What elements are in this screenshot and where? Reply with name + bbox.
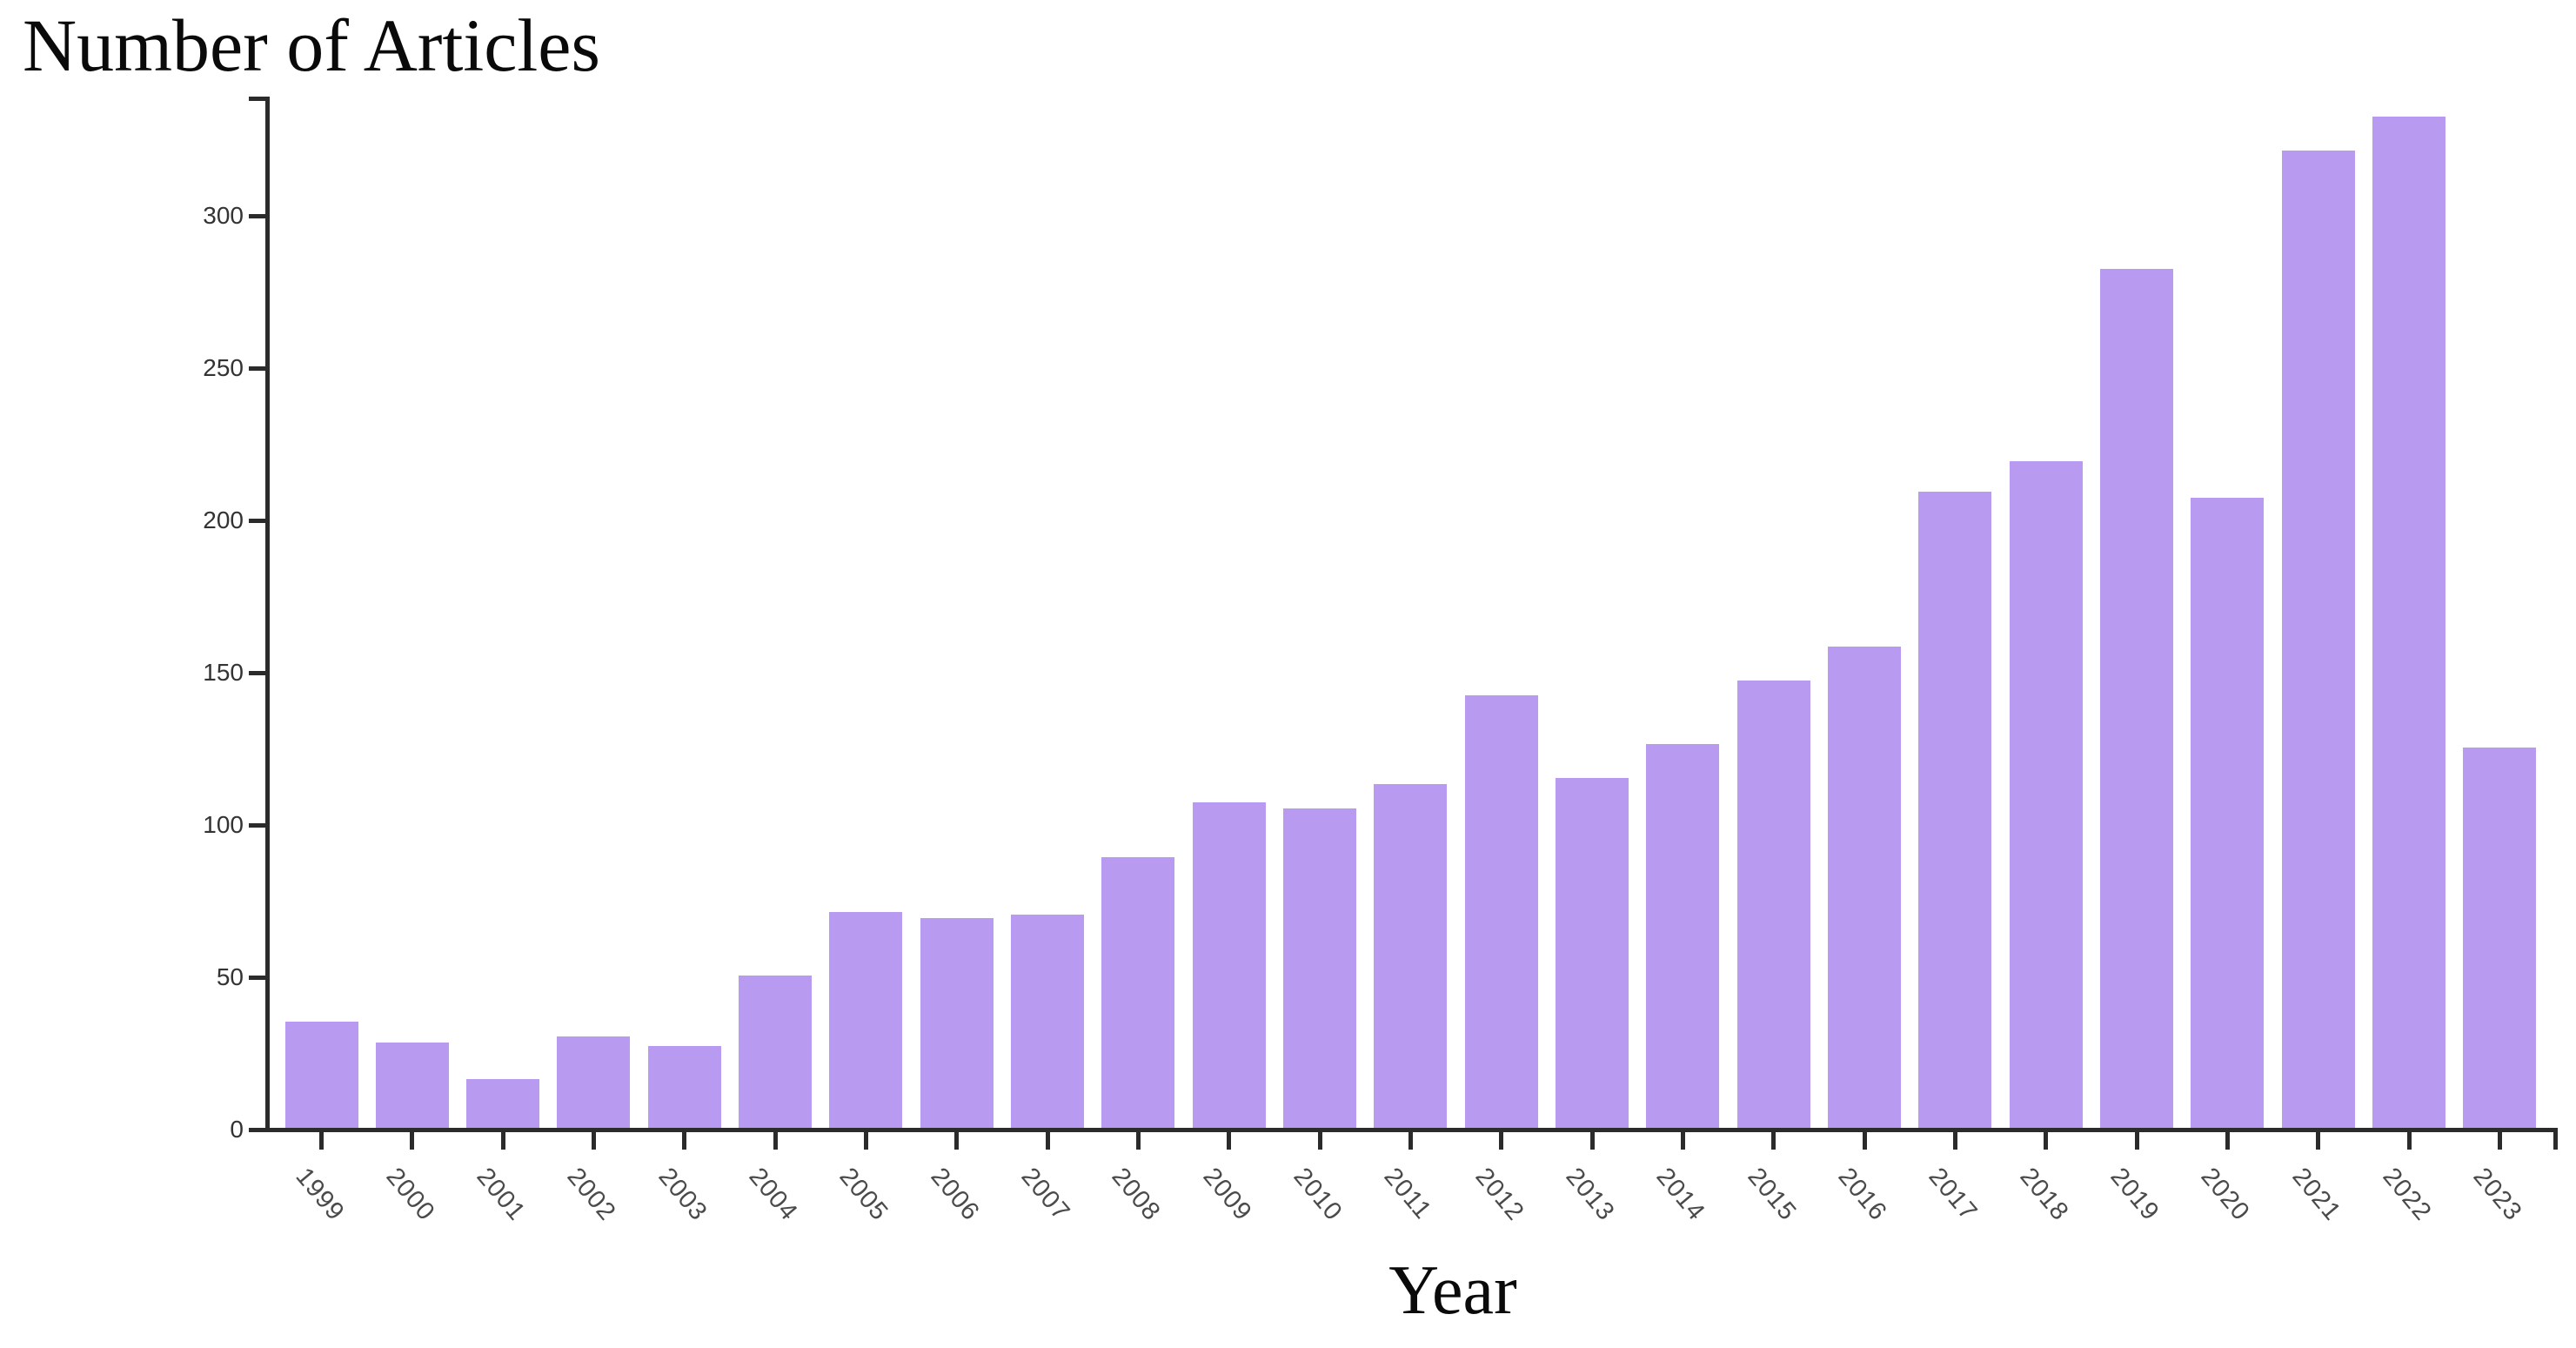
bar-2003 [647,1045,721,1128]
x-tick-label-2006: 2006 [925,1163,985,1227]
bar-2007 [1011,915,1085,1128]
bar-2002 [557,1036,631,1128]
x-tick-2017 [1952,1131,1957,1150]
bar-2001 [466,1079,540,1128]
x-tick-2006 [954,1131,960,1150]
x-tick-2011 [1408,1131,1413,1150]
x-tick-2013 [1589,1131,1595,1150]
y-axis-line [265,97,270,1132]
x-tick-label-2017: 2017 [1923,1163,1984,1227]
bar-2017 [1918,491,1992,1128]
bar-2018 [2009,460,2083,1128]
y-tick-label-50: 50 [216,963,244,990]
x-tick-2023 [2497,1131,2502,1150]
x-tick-label-2009: 2009 [1197,1163,1257,1227]
x-axis-label: Year [1388,1252,1517,1329]
y-tick-label-300: 300 [203,202,244,229]
x-tick-2000 [410,1131,415,1150]
x-tick-2015 [1771,1131,1776,1150]
x-tick-label-2005: 2005 [833,1163,894,1227]
y-tick-label-150: 150 [203,659,244,686]
bar-2013 [1556,777,1629,1128]
bar-2006 [920,917,994,1128]
x-tick-label-2012: 2012 [1469,1163,1529,1227]
x-tick-2002 [591,1131,596,1150]
x-tick-2012 [1499,1131,1504,1150]
x-tick-2008 [1135,1131,1141,1150]
y-tick-150 [249,670,265,675]
x-tick-2022 [2406,1131,2412,1150]
y-tick-300 [249,213,265,218]
x-tick-label-2001: 2001 [471,1163,532,1227]
x-tick-label-2013: 2013 [1560,1163,1621,1227]
y-tick-100 [249,822,265,828]
bar-2004 [739,976,813,1128]
bar-2014 [1646,744,1720,1128]
x-tick-2019 [2134,1131,2139,1150]
y-tick-0 [249,1127,265,1132]
x-tick-label-2019: 2019 [2104,1163,2165,1227]
x-tick-label-2003: 2003 [652,1163,713,1227]
bar-2000 [375,1043,449,1128]
chart-title: Number of Articles [23,3,600,87]
x-tick-label-2008: 2008 [1106,1163,1167,1227]
x-tick-2018 [2044,1131,2049,1150]
y-tick-label-200: 200 [203,506,244,533]
x-tick-label-2000: 2000 [380,1163,440,1227]
bar-1999 [284,1021,358,1128]
bar-2021 [2281,150,2355,1128]
bar-2020 [2191,497,2265,1128]
bar-2009 [1192,801,1266,1128]
x-tick-label-1999: 1999 [289,1163,350,1227]
y-tick-250 [249,366,265,371]
x-tick-2021 [2316,1131,2321,1150]
x-tick-2003 [682,1131,687,1150]
x-tick-label-2023: 2023 [2467,1163,2528,1227]
x-tick-2001 [500,1131,505,1150]
x-tick-label-2011: 2011 [1378,1163,1438,1225]
x-tick-label-2018: 2018 [2014,1163,2074,1227]
bar-2010 [1283,808,1357,1128]
bar-2019 [2100,269,2174,1128]
x-tick-2004 [773,1131,778,1150]
x-tick-label-2002: 2002 [561,1163,622,1227]
bar-2016 [1828,647,1902,1128]
y-axis-end-tick [249,97,265,101]
bar-2015 [1736,680,1810,1128]
y-tick-label-250: 250 [203,354,244,381]
x-tick-label-2020: 2020 [2195,1163,2256,1227]
x-tick-2005 [863,1131,868,1150]
y-tick-50 [249,975,265,980]
x-tick-1999 [319,1131,324,1150]
x-tick-2010 [1317,1131,1322,1150]
bar-2011 [1374,783,1448,1128]
y-tick-200 [249,518,265,523]
bar-2022 [2372,117,2446,1128]
x-axis-line [265,1127,2558,1132]
x-tick-label-2015: 2015 [1742,1163,1802,1227]
bar-2008 [1101,856,1175,1128]
x-tick-2007 [1045,1131,1050,1150]
x-tick-label-2014: 2014 [1650,1163,1711,1227]
x-tick-label-2010: 2010 [1288,1163,1348,1227]
x-tick-2016 [1862,1131,1867,1150]
x-axis-end-tick [2553,1131,2558,1150]
x-tick-label-2007: 2007 [1015,1163,1076,1227]
x-tick-2020 [2225,1131,2230,1150]
bar-2012 [1464,695,1538,1128]
x-tick-label-2004: 2004 [743,1163,804,1227]
x-tick-label-2022: 2022 [2377,1163,2438,1227]
x-tick-label-2016: 2016 [1832,1163,1893,1227]
x-tick-2014 [1680,1131,1685,1150]
bar-2005 [829,911,903,1128]
y-tick-label-0: 0 [230,1116,244,1143]
x-tick-2009 [1227,1131,1232,1150]
y-tick-label-100: 100 [203,811,244,838]
bar-2023 [2463,747,2537,1128]
x-tick-label-2021: 2021 [2286,1163,2346,1227]
